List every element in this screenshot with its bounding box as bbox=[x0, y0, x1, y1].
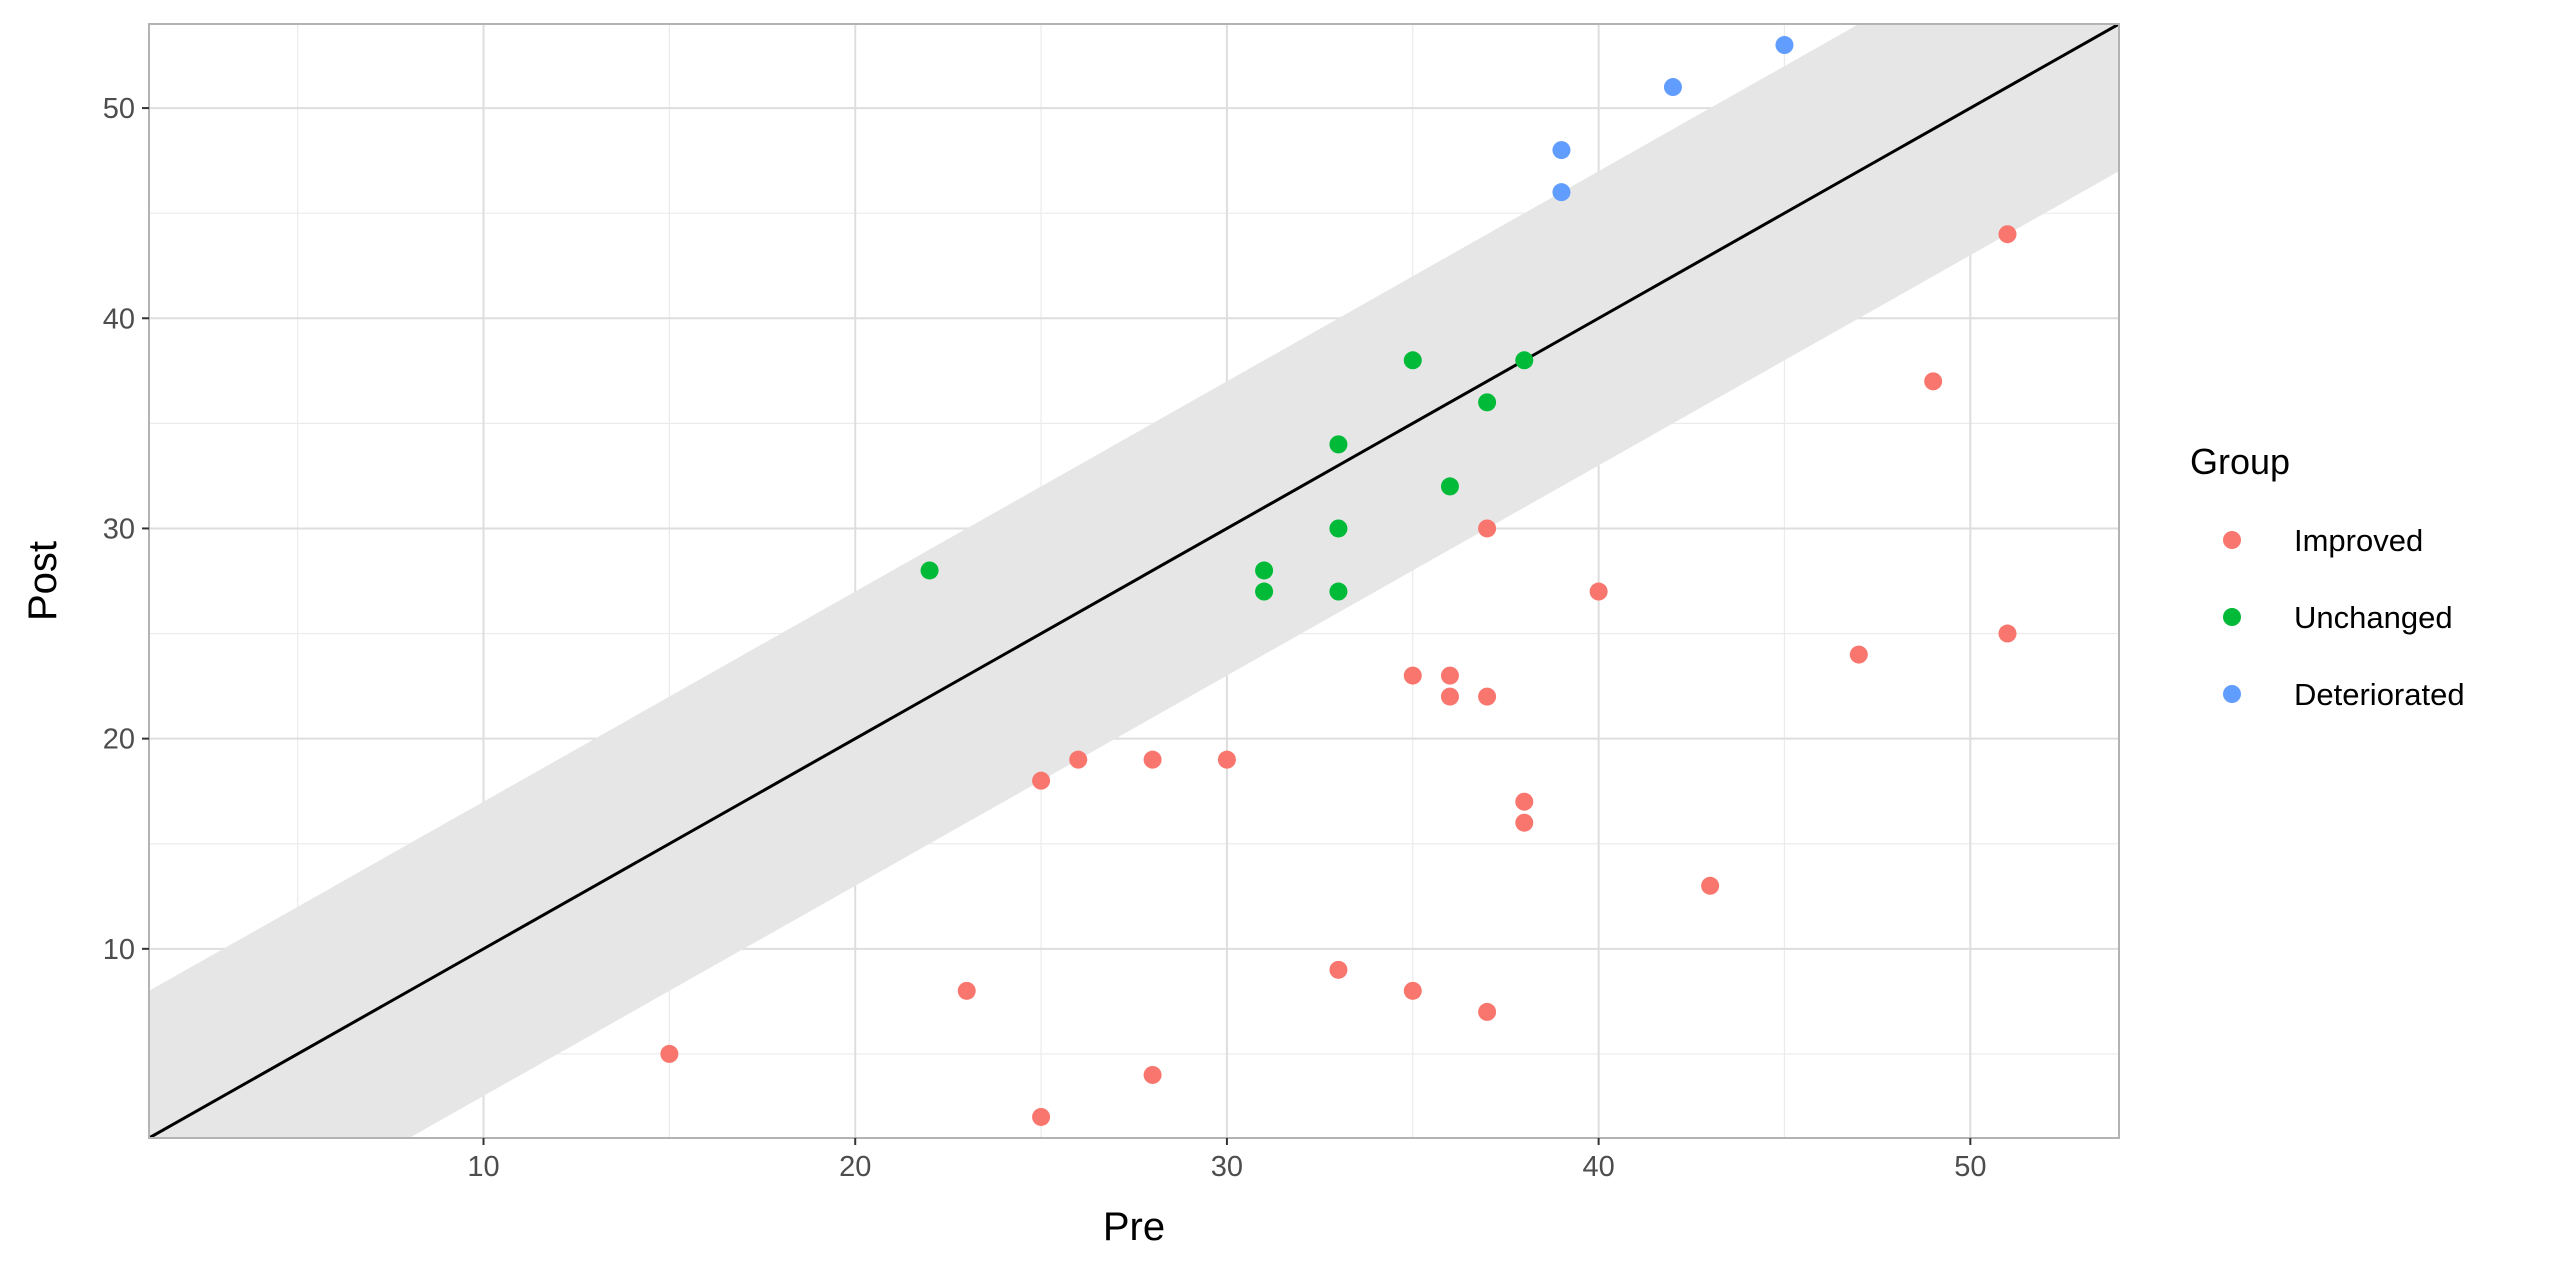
legend-title: Group bbox=[2190, 441, 2290, 482]
data-point-improved bbox=[1998, 624, 2017, 643]
data-point-improved bbox=[1478, 687, 1497, 706]
data-point-deteriorated bbox=[1663, 78, 1682, 97]
x-axis-title: Pre bbox=[1103, 1205, 1165, 1249]
data-point-improved bbox=[1478, 519, 1497, 538]
data-point-improved bbox=[1143, 1065, 1162, 1084]
data-point-improved bbox=[1403, 666, 1422, 685]
data-point-improved bbox=[1143, 750, 1162, 769]
y-tick-label: 30 bbox=[103, 513, 135, 545]
legend-label-deteriorated: Deteriorated bbox=[2294, 677, 2465, 712]
legend: Group Improved Unchanged Deteriorated bbox=[2190, 441, 2465, 712]
data-point-unchanged bbox=[1255, 561, 1274, 580]
data-point-unchanged bbox=[1329, 519, 1348, 538]
legend-key-unchanged bbox=[2223, 608, 2241, 626]
data-point-unchanged bbox=[1515, 351, 1534, 370]
y-tick-label: 50 bbox=[103, 93, 135, 125]
panel-border bbox=[148, 23, 2120, 1139]
data-point-improved bbox=[1069, 750, 1088, 769]
data-point-improved bbox=[1924, 372, 1943, 391]
data-point-improved bbox=[1998, 225, 2017, 244]
y-tick-label: 40 bbox=[103, 303, 135, 335]
data-point-improved bbox=[1032, 771, 1051, 790]
data-point-unchanged bbox=[1478, 393, 1497, 412]
x-tick-label: 50 bbox=[1954, 1151, 1986, 1183]
data-point-unchanged bbox=[1329, 582, 1348, 601]
legend-label-unchanged: Unchanged bbox=[2294, 600, 2453, 635]
data-point-improved bbox=[1440, 666, 1459, 685]
data-point-deteriorated bbox=[1552, 141, 1571, 160]
legend-key-improved bbox=[2223, 531, 2241, 549]
y-tick-label: 20 bbox=[103, 724, 135, 756]
data-point-improved bbox=[1849, 645, 1868, 664]
legend-label-improved: Improved bbox=[2294, 523, 2423, 558]
data-point-improved bbox=[1440, 687, 1459, 706]
data-point-improved bbox=[1515, 792, 1534, 811]
data-point-improved bbox=[1478, 1002, 1497, 1021]
x-tick-label: 10 bbox=[467, 1151, 499, 1183]
data-point-improved bbox=[1329, 960, 1348, 979]
x-tick-label: 30 bbox=[1211, 1151, 1243, 1183]
x-tick-label: 40 bbox=[1582, 1151, 1614, 1183]
data-point-improved bbox=[1217, 750, 1236, 769]
data-point-unchanged bbox=[1329, 435, 1348, 454]
data-point-improved bbox=[1515, 813, 1534, 832]
data-point-improved bbox=[660, 1044, 679, 1063]
legend-key-deteriorated bbox=[2223, 685, 2241, 703]
x-tick-label: 20 bbox=[839, 1151, 871, 1183]
data-point-improved bbox=[1032, 1107, 1051, 1126]
data-point-improved bbox=[957, 981, 976, 1000]
data-point-unchanged bbox=[1255, 582, 1274, 601]
data-point-improved bbox=[1589, 582, 1608, 601]
data-point-unchanged bbox=[1403, 351, 1422, 370]
data-point-improved bbox=[1403, 981, 1422, 1000]
identity-line bbox=[149, 24, 2119, 1138]
data-point-unchanged bbox=[1440, 477, 1459, 496]
data-point-deteriorated bbox=[1775, 36, 1794, 55]
data-point-deteriorated bbox=[1552, 183, 1571, 202]
data-point-unchanged bbox=[920, 561, 939, 580]
plot-panel: 10 20 30 40 50 10 20 30 40 50 bbox=[103, 23, 2120, 1183]
y-tick-label: 10 bbox=[103, 934, 135, 966]
y-axis-title: Post bbox=[21, 541, 65, 621]
data-point-improved bbox=[1701, 876, 1720, 895]
